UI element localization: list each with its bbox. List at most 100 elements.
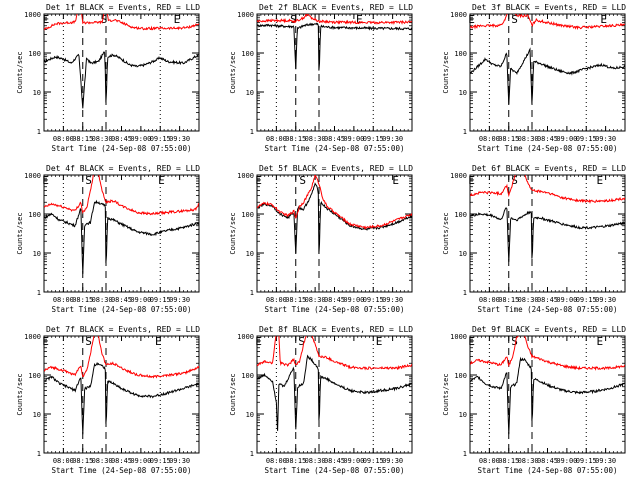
x-tick-label: 08:00 <box>479 296 500 304</box>
x-axis-label: Start Time (24-Sep-08 07:55:00) <box>478 466 618 475</box>
y-tick-label: 1000 <box>24 11 41 19</box>
y-tick-label: 10 <box>459 250 467 258</box>
y-axis-label: Counts/sec <box>16 212 24 254</box>
marker-label: E <box>600 13 607 26</box>
plot-title: Det 3f BLACK = Events, RED = LLD <box>472 3 626 12</box>
y-tick-label: 1 <box>463 289 467 297</box>
x-axis-label: Start Time (24-Sep-08 07:55:00) <box>265 466 405 475</box>
y-tick-label: 1000 <box>450 172 467 180</box>
x-tick-label: 08:15 <box>498 296 519 304</box>
y-tick-label: 100 <box>241 372 254 380</box>
y-tick-label: 1 <box>37 450 41 458</box>
lld-series-line <box>470 14 625 31</box>
x-tick-label: 09:30 <box>169 135 190 143</box>
x-tick-label: 08:00 <box>266 296 287 304</box>
x-tick-label: 08:45 <box>111 135 132 143</box>
plot-det-8f: Det 8f BLACK = Events, RED = LLD 1 10 100 10… <box>229 325 413 475</box>
y-tick-label: 100 <box>454 211 467 219</box>
x-tick-label: 08:45 <box>111 296 132 304</box>
x-tick-label: 08:30 <box>92 457 113 465</box>
x-tick-label: 08:15 <box>498 135 519 143</box>
marker-label: E <box>468 13 475 26</box>
plot-title: Det 5f BLACK = Events, RED = LLD <box>259 164 413 173</box>
x-tick-label: 08:00 <box>479 457 500 465</box>
y-tick-label: 10 <box>33 250 41 258</box>
x-tick-label: 08:15 <box>72 135 93 143</box>
x-tick-label: 08:15 <box>498 457 519 465</box>
marker-label: S <box>298 335 305 348</box>
marker-label: S <box>85 174 92 187</box>
y-tick-label: 1000 <box>24 333 41 341</box>
x-tick-label: 08:30 <box>305 135 326 143</box>
y-tick-label: 100 <box>28 372 41 380</box>
events-series-line <box>470 47 625 105</box>
x-tick-label: 08:30 <box>518 135 539 143</box>
plot-det-9f: Det 9f BLACK = Events, RED = LLD 1 10 100 10… <box>442 325 626 475</box>
y-tick-label: 1000 <box>237 333 254 341</box>
x-tick-label: 09:00 <box>556 135 577 143</box>
lld-series-line <box>470 175 625 205</box>
x-tick-label: 08:45 <box>324 296 345 304</box>
plot-det-3f: Det 3f BLACK = Events, RED = LLD 1 10 100 10… <box>442 3 626 153</box>
events-series-line <box>470 356 625 435</box>
x-axis-label: Start Time (24-Sep-08 07:55:00) <box>478 144 618 153</box>
x-tick-label: 09:30 <box>595 296 616 304</box>
lld-series-line <box>257 175 412 230</box>
plot-title: Det 6f BLACK = Events, RED = LLD <box>472 164 626 173</box>
y-tick-label: 10 <box>33 89 41 97</box>
lld-series-line <box>257 14 412 25</box>
plot-det-4f: Det 4f BLACK = Events, RED = LLD 1 10 100 10… <box>16 164 200 314</box>
lld-series-line <box>44 336 199 379</box>
x-tick-label: 09:15 <box>363 296 384 304</box>
y-tick-label: 1 <box>250 128 254 136</box>
marker-label: E <box>468 335 475 348</box>
y-tick-label: 1000 <box>237 172 254 180</box>
x-tick-label: 08:15 <box>285 135 306 143</box>
marker-label: S <box>101 13 108 26</box>
events-series-line <box>44 361 199 435</box>
plot-title: Det 9f BLACK = Events, RED = LLD <box>472 325 626 334</box>
x-tick-label: 08:30 <box>518 457 539 465</box>
marker-label: S <box>299 174 306 187</box>
marker-label: S <box>290 13 297 26</box>
x-tick-label: 09:15 <box>576 135 597 143</box>
y-tick-label: 10 <box>246 89 254 97</box>
x-tick-label: 08:30 <box>92 135 113 143</box>
x-tick-label: 09:00 <box>130 135 151 143</box>
y-tick-label: 100 <box>28 211 41 219</box>
marker-label: S <box>511 335 518 348</box>
x-tick-label: 09:00 <box>130 457 151 465</box>
events-series-line <box>44 51 199 109</box>
marker-label: E <box>376 335 383 348</box>
y-tick-label: 10 <box>246 411 254 419</box>
y-axis-label: Counts/sec <box>442 212 450 254</box>
plot-det-2f: Det 2f BLACK = Events, RED = LLD 1 10 100 10… <box>229 3 413 153</box>
marker-label: E <box>155 335 162 348</box>
y-tick-label: 1000 <box>450 333 467 341</box>
plot-det-1f: Det 1f BLACK = Events, RED = LLD 1 10 100 10… <box>16 3 200 153</box>
lld-series-line <box>44 14 199 31</box>
x-tick-label: 09:00 <box>556 296 577 304</box>
marker-label: E <box>468 174 475 187</box>
x-tick-label: 09:00 <box>343 296 364 304</box>
plot-title: Det 7f BLACK = Events, RED = LLD <box>46 325 200 334</box>
y-tick-label: 1 <box>463 128 467 136</box>
x-tick-label: 09:00 <box>343 135 364 143</box>
plot-title: Det 1f BLACK = Events, RED = LLD <box>46 3 200 12</box>
x-tick-label: 09:30 <box>595 135 616 143</box>
x-tick-label: 08:15 <box>72 457 93 465</box>
x-tick-label: 09:30 <box>595 457 616 465</box>
y-tick-label: 1 <box>250 289 254 297</box>
events-series-line <box>257 22 412 71</box>
marker-label: E <box>255 335 262 348</box>
x-axis-label: Start Time (24-Sep-08 07:55:00) <box>478 305 618 314</box>
x-tick-label: 09:15 <box>363 457 384 465</box>
x-axis-label: Start Time (24-Sep-08 07:55:00) <box>52 144 192 153</box>
x-tick-label: 08:00 <box>479 135 500 143</box>
y-tick-label: 10 <box>459 411 467 419</box>
y-axis-label: Counts/sec <box>229 51 237 93</box>
y-axis-label: Counts/sec <box>229 212 237 254</box>
plot-title: Det 4f BLACK = Events, RED = LLD <box>46 164 200 173</box>
plot-title: Det 8f BLACK = Events, RED = LLD <box>259 325 413 334</box>
